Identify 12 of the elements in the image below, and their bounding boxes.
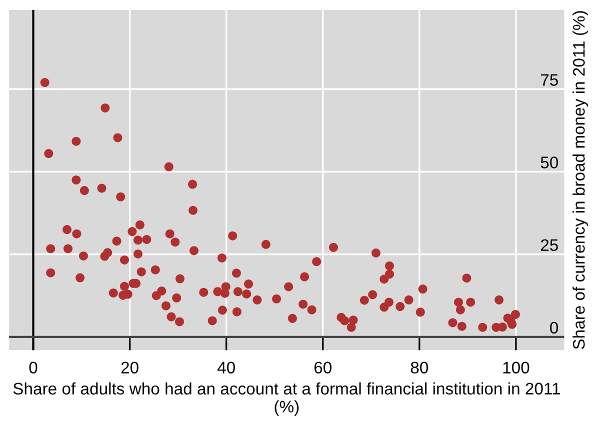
- y-tick-label: 0: [550, 322, 558, 334]
- x-axis-title: Share of adults who had an account at a formal financial institution in 2011 (%): [13, 382, 560, 416]
- x-tick-label: 80: [410, 362, 428, 374]
- y-axis-title: Share of currency in broad money in 2011 (%): [572, 11, 588, 350]
- y-tick-label: 25: [540, 239, 558, 252]
- x-tick-label: 60: [314, 362, 332, 374]
- x-tick-label: 0: [29, 362, 38, 374]
- x-tick-label: 40: [217, 362, 235, 374]
- y-tick-label: 50: [540, 156, 558, 168]
- x-tick-label: 100: [503, 362, 530, 374]
- x-tick-label: 20: [121, 362, 138, 374]
- y-tick-label: 75: [540, 74, 558, 86]
